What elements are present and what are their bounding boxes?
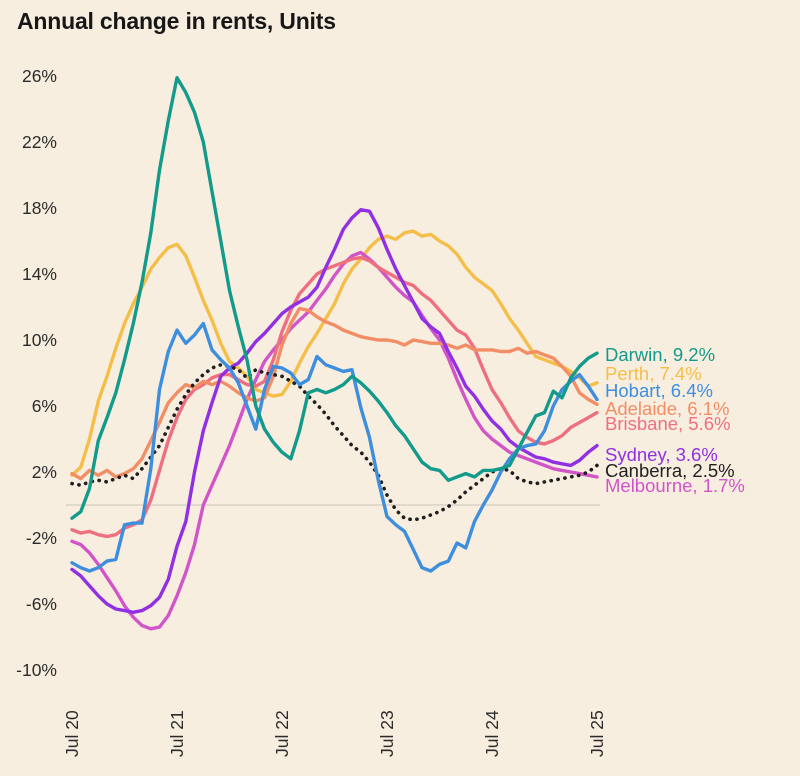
series-line-perth [70, 229, 599, 477]
y-tick-label: 10% [22, 330, 57, 350]
legend-label-melbourne: Melbourne, 1.7% [605, 475, 745, 496]
series-line-sydney [70, 207, 599, 614]
x-tick-label: Jul 21 [167, 710, 187, 757]
y-tick-label: 26% [22, 66, 57, 86]
legend-label-adelaide: Adelaide, 6.1% [605, 398, 730, 419]
y-tick-label: 2% [32, 462, 57, 482]
x-tick-label: Jul 23 [377, 710, 397, 757]
y-tick-label: 6% [32, 396, 57, 416]
y-tick-label: 22% [22, 132, 57, 152]
x-tick-label: Jul 25 [587, 710, 607, 757]
legend-label-darwin: Darwin, 9.2% [605, 344, 716, 365]
x-tick-label: Jul 24 [482, 710, 502, 757]
series-line-brisbane [70, 255, 599, 539]
series-line-adelaide [70, 306, 599, 481]
x-tick-label: Jul 20 [62, 710, 82, 757]
legend-label-canberra: Canberra, 2.5% [605, 460, 735, 481]
chart-title: Annual change in rents, Units [17, 8, 336, 34]
legend-label-perth: Perth, 7.4% [605, 363, 702, 384]
legend-label-hobart: Hobart, 6.4% [605, 380, 713, 401]
y-tick-label: 18% [22, 198, 57, 218]
legend-label-sydney: Sydney, 3.6% [605, 444, 718, 465]
y-tick-label: -10% [16, 660, 57, 680]
y-tick-label: 14% [22, 264, 57, 284]
x-tick-label: Jul 22 [272, 710, 292, 757]
series-line-melbourne [70, 250, 599, 631]
series-line-darwin [70, 75, 599, 520]
series-line-canberra [70, 362, 599, 522]
series-line-hobart [70, 321, 599, 573]
y-tick-label: -6% [26, 594, 57, 614]
legend-label-brisbane: Brisbane, 5.6% [605, 413, 731, 434]
y-tick-label: -2% [26, 528, 57, 548]
